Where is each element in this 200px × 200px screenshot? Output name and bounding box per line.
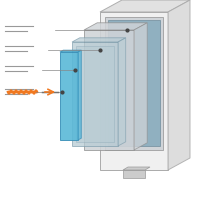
Polygon shape (60, 50, 81, 52)
Polygon shape (168, 0, 190, 170)
Polygon shape (72, 38, 126, 42)
Polygon shape (123, 167, 150, 170)
Polygon shape (100, 12, 168, 170)
Polygon shape (84, 30, 134, 150)
Polygon shape (134, 23, 147, 150)
Polygon shape (60, 52, 78, 140)
Polygon shape (72, 42, 118, 146)
Polygon shape (108, 20, 160, 146)
Polygon shape (84, 23, 147, 30)
Polygon shape (76, 46, 114, 142)
Polygon shape (123, 170, 145, 178)
Polygon shape (100, 0, 190, 12)
Polygon shape (78, 50, 81, 140)
Polygon shape (105, 17, 163, 150)
Polygon shape (118, 38, 126, 146)
